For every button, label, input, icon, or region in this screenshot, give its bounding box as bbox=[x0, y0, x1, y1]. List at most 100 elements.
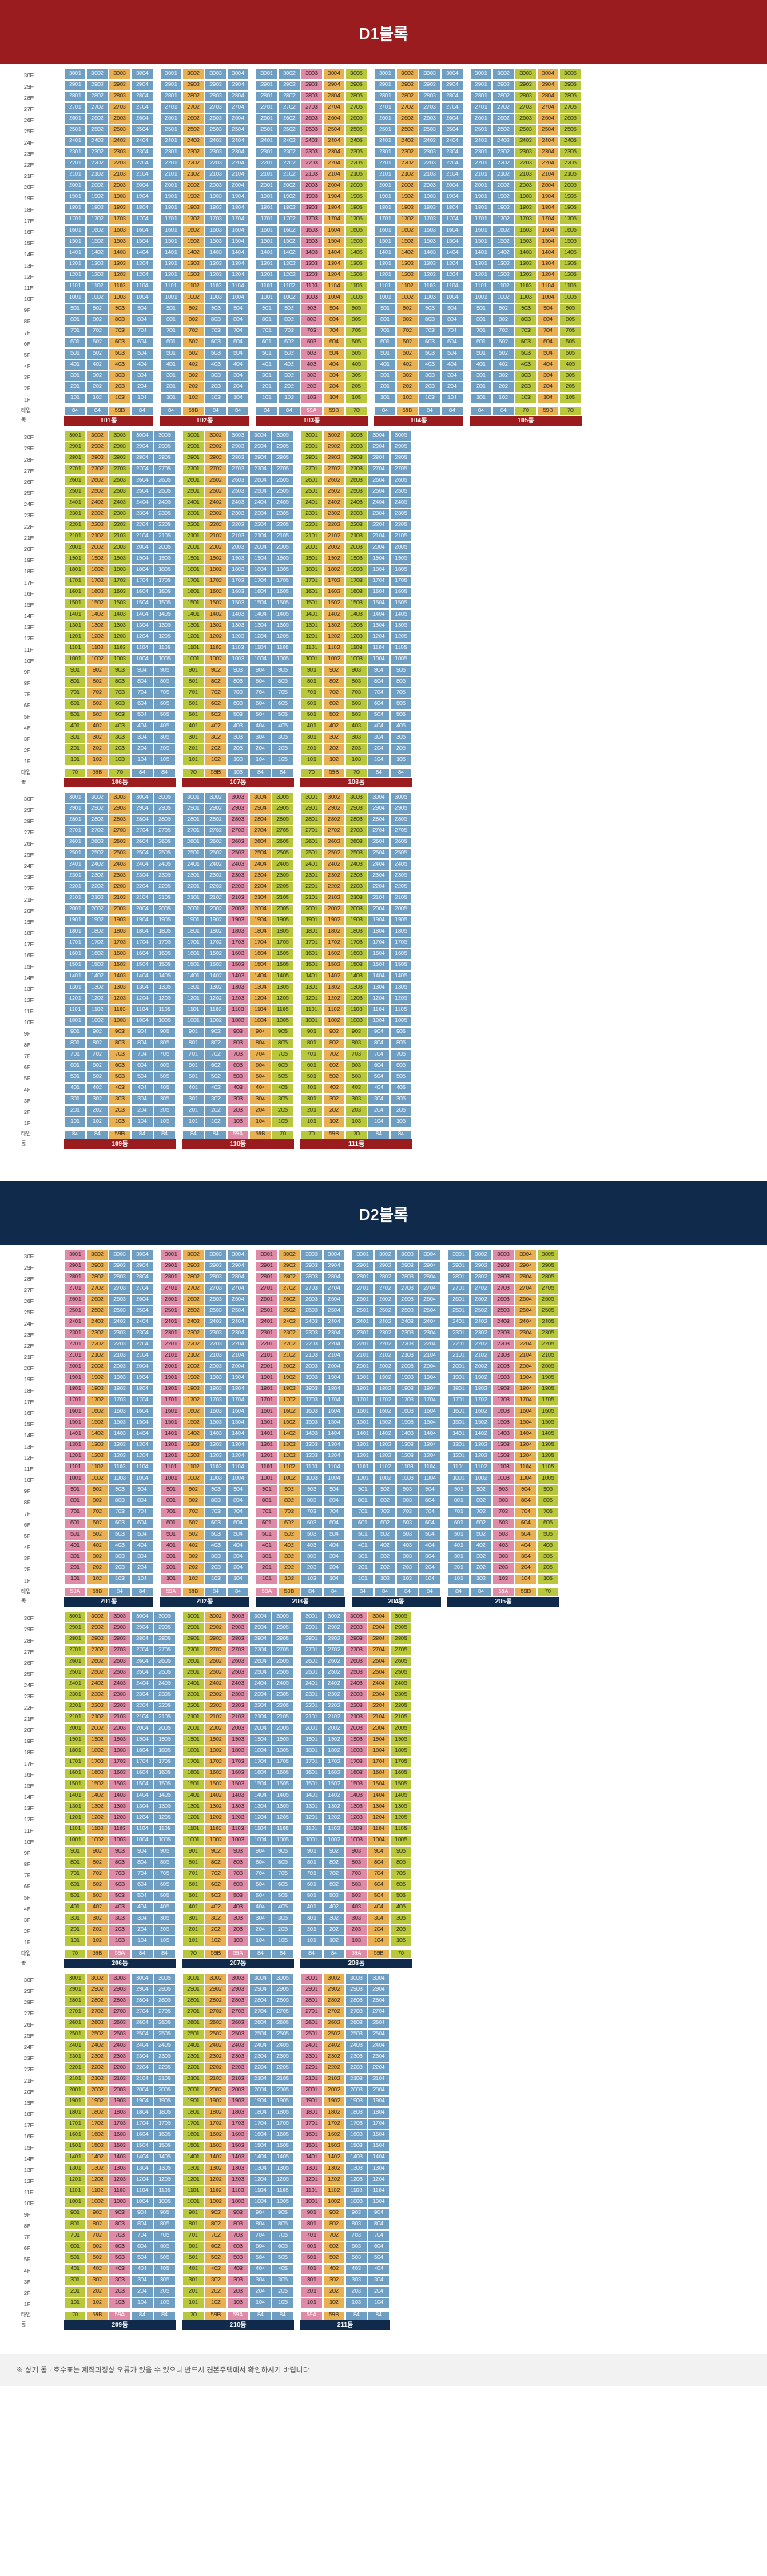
unit-cell[interactable]: 1801 bbox=[64, 203, 86, 214]
unit-cell[interactable]: 2203 bbox=[492, 1339, 515, 1350]
unit-cell[interactable]: 2105 bbox=[272, 2074, 294, 2085]
unit-cell[interactable]: 602 bbox=[86, 699, 109, 710]
unit-cell[interactable]: 1003 bbox=[109, 292, 131, 303]
unit-cell[interactable]: 2704 bbox=[249, 1645, 272, 1656]
unit-cell[interactable]: 1701 bbox=[64, 937, 86, 949]
unit-cell[interactable]: 1003 bbox=[492, 1473, 515, 1484]
unit-cell[interactable]: 1305 bbox=[272, 2163, 294, 2174]
unit-cell[interactable]: 1402 bbox=[374, 1429, 396, 1440]
unit-cell[interactable]: 2902 bbox=[492, 80, 515, 91]
unit-cell[interactable]: 101 bbox=[160, 1574, 182, 1585]
unit-cell[interactable]: 604 bbox=[131, 699, 153, 710]
unit-cell[interactable]: 702 bbox=[323, 1049, 345, 1060]
unit-cell[interactable]: 1603 bbox=[227, 587, 249, 598]
unit-cell[interactable]: 1004 bbox=[323, 1473, 345, 1484]
unit-cell[interactable]: 3004 bbox=[227, 69, 249, 80]
unit-cell[interactable]: 2104 bbox=[227, 169, 249, 180]
unit-cell[interactable]: 1402 bbox=[86, 971, 109, 982]
unit-cell[interactable]: 2604 bbox=[227, 1294, 249, 1306]
unit-cell[interactable]: 2402 bbox=[374, 1317, 396, 1328]
unit-cell[interactable]: 401 bbox=[256, 359, 278, 371]
unit-cell[interactable]: 601 bbox=[64, 1880, 86, 1891]
unit-cell[interactable]: 204 bbox=[441, 382, 463, 393]
unit-cell[interactable]: 1104 bbox=[441, 281, 463, 292]
unit-cell[interactable]: 2203 bbox=[109, 1701, 131, 1712]
unit-cell[interactable]: 2701 bbox=[160, 1283, 182, 1294]
unit-cell[interactable]: 303 bbox=[492, 1552, 515, 1563]
unit-cell[interactable]: 1602 bbox=[205, 2130, 227, 2141]
unit-cell[interactable]: 703 bbox=[109, 1507, 131, 1518]
unit-cell[interactable]: 1704 bbox=[368, 576, 390, 587]
unit-cell[interactable]: 902 bbox=[374, 1484, 396, 1496]
unit-cell[interactable]: 2403 bbox=[109, 497, 131, 509]
unit-cell[interactable]: 1503 bbox=[492, 1417, 515, 1429]
unit-cell[interactable]: 1304 bbox=[249, 2163, 272, 2174]
unit-cell[interactable]: 2502 bbox=[396, 125, 419, 136]
unit-cell[interactable]: 701 bbox=[64, 1049, 86, 1060]
unit-cell[interactable]: 1103 bbox=[227, 643, 249, 654]
unit-cell[interactable]: 2301 bbox=[300, 870, 323, 882]
unit-cell[interactable]: 1103 bbox=[345, 1824, 368, 1835]
unit-cell[interactable]: 603 bbox=[345, 1060, 368, 1072]
unit-cell[interactable]: 1903 bbox=[345, 1734, 368, 1746]
unit-cell[interactable]: 602 bbox=[278, 1518, 300, 1529]
unit-cell[interactable]: 501 bbox=[256, 348, 278, 359]
unit-cell[interactable]: 704 bbox=[131, 1049, 153, 1060]
unit-cell[interactable]: 1501 bbox=[160, 236, 182, 248]
unit-cell[interactable]: 1502 bbox=[205, 1779, 227, 1790]
unit-cell[interactable]: 405 bbox=[153, 1083, 176, 1094]
unit-cell[interactable]: 1102 bbox=[86, 643, 109, 654]
unit-cell[interactable]: 502 bbox=[205, 710, 227, 721]
unit-cell[interactable]: 1502 bbox=[470, 1417, 492, 1429]
unit-cell[interactable]: 1302 bbox=[323, 982, 345, 993]
unit-cell[interactable]: 102 bbox=[323, 755, 345, 766]
unit-cell[interactable]: 1901 bbox=[182, 915, 205, 926]
unit-cell[interactable]: 1602 bbox=[323, 949, 345, 960]
unit-cell[interactable]: 2904 bbox=[131, 80, 153, 91]
unit-cell[interactable]: 703 bbox=[205, 1507, 227, 1518]
unit-cell[interactable]: 1101 bbox=[300, 2186, 323, 2197]
unit-cell[interactable]: 3002 bbox=[323, 792, 345, 803]
unit-cell[interactable]: 1901 bbox=[300, 2096, 323, 2107]
unit-cell[interactable]: 1401 bbox=[300, 1790, 323, 1801]
unit-cell[interactable]: 1604 bbox=[227, 225, 249, 236]
unit-cell[interactable]: 3003 bbox=[419, 69, 441, 80]
unit-cell[interactable]: 1904 bbox=[131, 915, 153, 926]
unit-cell[interactable]: 2201 bbox=[300, 1701, 323, 1712]
unit-cell[interactable]: 2305 bbox=[345, 147, 368, 158]
unit-cell[interactable]: 1304 bbox=[368, 620, 390, 632]
unit-cell[interactable]: 2303 bbox=[109, 2051, 131, 2063]
unit-cell[interactable]: 1301 bbox=[256, 259, 278, 270]
unit-cell[interactable]: 903 bbox=[109, 665, 131, 676]
unit-cell[interactable]: 1201 bbox=[182, 993, 205, 1005]
unit-cell[interactable]: 1905 bbox=[390, 915, 412, 926]
unit-cell[interactable]: 1903 bbox=[492, 1373, 515, 1384]
unit-cell[interactable]: 501 bbox=[64, 710, 86, 721]
unit-cell[interactable]: 1404 bbox=[131, 248, 153, 259]
unit-cell[interactable]: 2103 bbox=[419, 169, 441, 180]
unit-cell[interactable]: 604 bbox=[323, 1518, 345, 1529]
unit-cell[interactable]: 2203 bbox=[109, 1339, 131, 1350]
unit-cell[interactable]: 2801 bbox=[64, 453, 86, 464]
unit-cell[interactable]: 1705 bbox=[153, 576, 176, 587]
unit-cell[interactable]: 1602 bbox=[182, 1406, 205, 1417]
unit-cell[interactable]: 2404 bbox=[131, 2040, 153, 2051]
unit-cell[interactable]: 1005 bbox=[153, 1016, 176, 1027]
unit-cell[interactable]: 702 bbox=[205, 1869, 227, 1880]
unit-cell[interactable]: 1901 bbox=[374, 192, 396, 203]
unit-cell[interactable]: 1803 bbox=[205, 203, 227, 214]
unit-cell[interactable]: 2901 bbox=[256, 80, 278, 91]
unit-cell[interactable]: 1405 bbox=[272, 971, 294, 982]
unit-cell[interactable]: 1002 bbox=[278, 292, 300, 303]
unit-cell[interactable]: 702 bbox=[396, 326, 419, 337]
unit-cell[interactable]: 2305 bbox=[272, 2051, 294, 2063]
unit-cell[interactable]: 2105 bbox=[153, 893, 176, 904]
unit-cell[interactable]: 1401 bbox=[182, 971, 205, 982]
unit-cell[interactable]: 1202 bbox=[205, 2174, 227, 2186]
unit-cell[interactable]: 502 bbox=[492, 348, 515, 359]
unit-cell[interactable]: 602 bbox=[86, 1880, 109, 1891]
unit-cell[interactable]: 2702 bbox=[205, 1645, 227, 1656]
unit-cell[interactable]: 1901 bbox=[447, 1373, 470, 1384]
unit-cell[interactable]: 1602 bbox=[492, 225, 515, 236]
unit-cell[interactable]: 2703 bbox=[205, 102, 227, 113]
